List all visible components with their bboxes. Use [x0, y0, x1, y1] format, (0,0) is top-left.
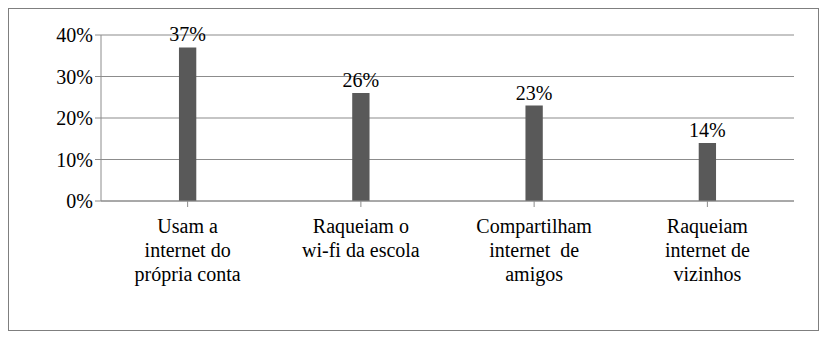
svg-text:23%: 23% [516, 82, 553, 104]
svg-text:20%: 20% [56, 107, 93, 129]
svg-text:Compartilhaminternet deamigos: Compartilhaminternet deamigos [476, 215, 592, 286]
svg-text:30%: 30% [56, 66, 93, 88]
svg-text:Usam ainternet doprópria conta: Usam ainternet doprópria conta [135, 215, 241, 286]
svg-text:Raqueiaminternet devizinhos: Raqueiaminternet devizinhos [665, 215, 750, 285]
svg-text:40%: 40% [56, 24, 93, 46]
svg-text:14%: 14% [689, 119, 726, 141]
svg-text:37%: 37% [169, 23, 206, 45]
svg-text:Raqueiam owi-fi da escola: Raqueiam owi-fi da escola [302, 215, 420, 261]
svg-text:0%: 0% [66, 190, 93, 212]
svg-text:26%: 26% [343, 69, 380, 91]
svg-text:10%: 10% [56, 149, 93, 171]
